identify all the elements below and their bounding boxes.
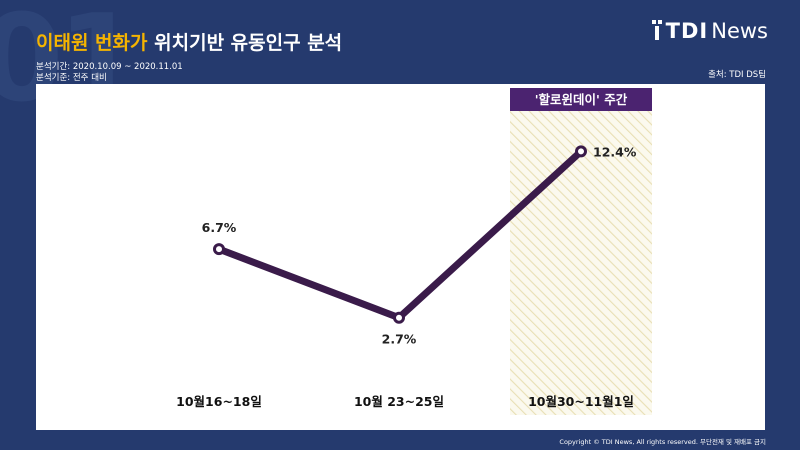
data-label: 12.4% bbox=[593, 144, 637, 159]
logo-mark-icon bbox=[651, 20, 664, 42]
data-point bbox=[575, 145, 587, 158]
analysis-basis: 분석기준: 전주 대비 bbox=[36, 73, 107, 83]
chart-panel: '할로윈데이' 주간 6.7% 2.7% 12.4% 10월16~18일 10월 23… bbox=[36, 84, 765, 430]
tdi-news-logo: TDI News bbox=[651, 16, 768, 46]
page-title: 이태원 번화가 위치기반 유동인구 분석 bbox=[36, 28, 342, 55]
analysis-period: 분석기간: 2020.10.09 ~ 2020.11.01 bbox=[36, 62, 183, 72]
line-chart: '할로윈데이' 주간 6.7% 2.7% 12.4% 10월16~18일 10월 23… bbox=[176, 88, 652, 415]
logo-news: News bbox=[711, 19, 768, 43]
x-tick-label: 10월16~18일 bbox=[176, 394, 262, 409]
logo-tdi: TDI bbox=[665, 19, 709, 43]
data-label: 6.7% bbox=[202, 220, 237, 235]
x-tick-label: 10월 23~25일 bbox=[354, 394, 444, 409]
data-label: 2.7% bbox=[382, 332, 417, 347]
highlight-badge bbox=[510, 88, 652, 111]
data-point bbox=[213, 243, 225, 256]
copyright-notice: Copyright © TDI News, All rights reserve… bbox=[559, 438, 766, 446]
highlight-band bbox=[510, 110, 652, 415]
x-tick-label: 10월30~11월1일 bbox=[528, 394, 634, 409]
source-note: 출처: TDI DS팀 bbox=[708, 70, 766, 80]
title-highlight: 이태원 번화가 bbox=[36, 32, 148, 54]
title-rest: 위치기반 유동인구 분석 bbox=[154, 32, 343, 54]
data-point bbox=[393, 311, 405, 324]
highlight-label: '할로윈데이' 주간 bbox=[535, 92, 628, 107]
